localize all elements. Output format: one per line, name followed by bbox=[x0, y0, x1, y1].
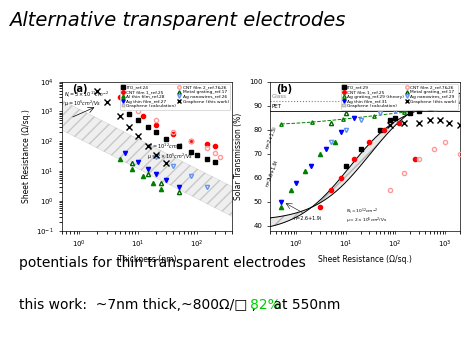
Text: $N_i = 10^{12}cm^{-2}$: $N_i = 10^{12}cm^{-2}$ bbox=[346, 207, 378, 216]
X-axis label: Thickness (nm): Thickness (nm) bbox=[118, 255, 176, 264]
Text: n=2.6+1.9i: n=2.6+1.9i bbox=[294, 216, 322, 221]
Legend: ITO_ref.24, CNT film 1_ref.25, Al thin film_ref.28, Ag thin film_ref.27, Graphen: ITO_ref.24, CNT film 1_ref.25, Al thin f… bbox=[120, 84, 230, 110]
Text: $\mu = 2\times10^5cm^2/Vs$: $\mu = 2\times10^5cm^2/Vs$ bbox=[346, 215, 388, 226]
Text: PET: PET bbox=[272, 104, 282, 109]
Text: this work:  ~7nm thick,~800Ω/□ ,: this work: ~7nm thick,~800Ω/□ , bbox=[19, 298, 260, 312]
Text: $N_i = 10^{12}cm^{-2}$: $N_i = 10^{12}cm^{-2}$ bbox=[147, 142, 183, 152]
Legend: ITO_ref.29, CNT film 1_ref.25, Ag grating_ref.29 (theory), Ag thin film_ref.31, : ITO_ref.29, CNT film 1_ref.25, Ag gratin… bbox=[341, 84, 457, 110]
X-axis label: Sheet Resistance (Ω/sq.): Sheet Resistance (Ω/sq.) bbox=[318, 255, 412, 264]
Text: $\mu = 2\times10^5cm^2/Vs$: $\mu = 2\times10^5cm^2/Vs$ bbox=[147, 152, 193, 162]
Text: n=2+1.5i: n=2+1.5i bbox=[265, 125, 278, 149]
Text: Glass: Glass bbox=[272, 94, 287, 99]
Text: 82%: 82% bbox=[250, 298, 281, 312]
Text: n=2.6+1.9i: n=2.6+1.9i bbox=[264, 159, 279, 187]
Text: at 550nm: at 550nm bbox=[269, 298, 341, 312]
Text: potentials for thin transparent electrodes: potentials for thin transparent electrod… bbox=[19, 256, 306, 269]
Y-axis label: Sheet Resistance (Ω/sq.): Sheet Resistance (Ω/sq.) bbox=[22, 109, 31, 203]
Text: Alternative transparent electrodes: Alternative transparent electrodes bbox=[9, 11, 346, 30]
Text: $\mu = 10^5cm^2/Vs$: $\mu = 10^5cm^2/Vs$ bbox=[64, 99, 101, 109]
Y-axis label: Solar Transmission (%): Solar Transmission (%) bbox=[235, 113, 244, 200]
Text: (a): (a) bbox=[72, 84, 87, 94]
Text: $N_i = 3\times10^{11}cm^{-2}$: $N_i = 3\times10^{11}cm^{-2}$ bbox=[64, 90, 109, 100]
Text: (b): (b) bbox=[276, 84, 292, 94]
